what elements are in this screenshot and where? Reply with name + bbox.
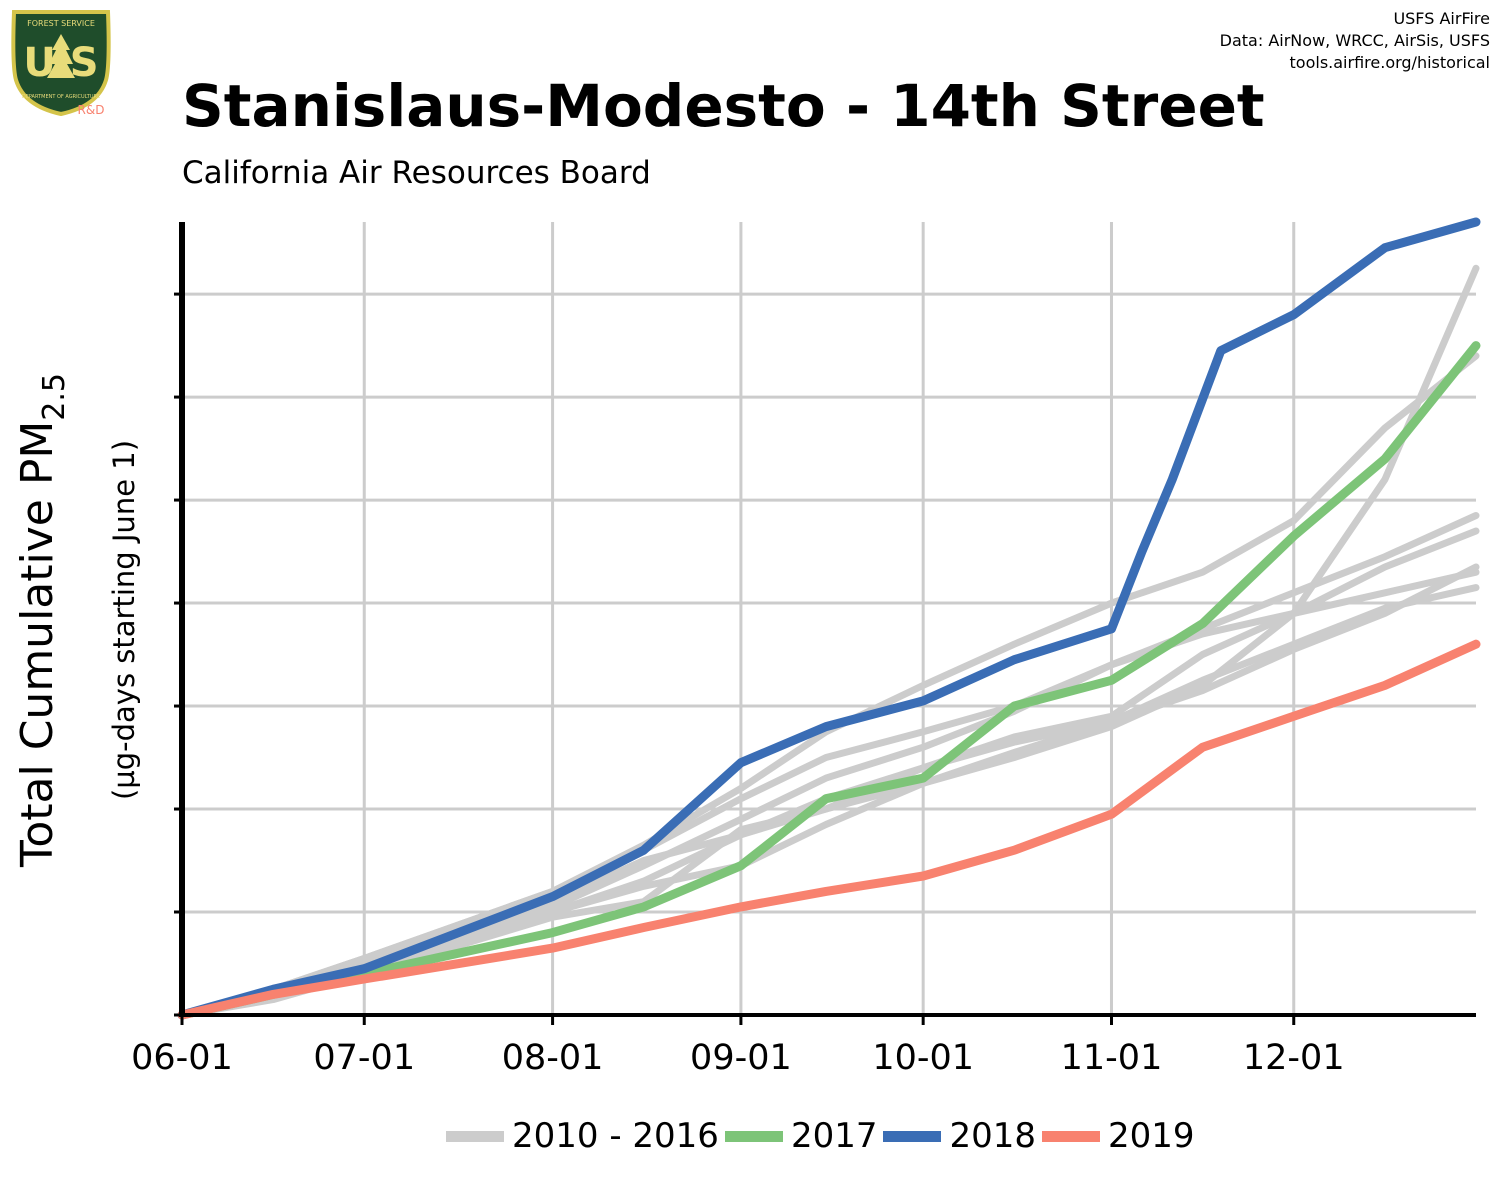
credits: USFS AirFire Data: AirNow, WRCC, AirSis,… [1220,8,1490,74]
x-tick-label: 09-01 [690,1038,792,1078]
series-line-2019 [177,639,1481,1020]
legend-swatch-2017 [724,1130,783,1142]
x-tick-labels: 06-01 07-01 08-01 09-01 10-01 11-01 12-01 [131,1038,1344,1078]
usfs-logo: FOREST SERVICE U S DEPARTMENT OF AGRICUL… [11,10,111,117]
legend-item-historical: 2010 - 2016 [446,1116,719,1156]
grid [182,222,1476,1015]
tree-icon [47,34,75,78]
logo-rd-text: R&D [78,103,105,117]
series-line-historical-5 [178,352,1480,1019]
x-tick-label: 12-01 [1243,1038,1345,1078]
series-line-historical-0 [178,512,1480,1019]
series-line-historical-6 [178,563,1480,1019]
series-line-historical-4 [178,264,1480,1019]
legend-item-2018: 2018 [883,1116,1036,1156]
legend-item-2017: 2017 [724,1116,878,1156]
series-line-2018 [177,217,1481,1020]
legend-item-2019: 2019 [1042,1116,1195,1156]
x-tick-label: 06-01 [131,1038,233,1078]
logo-top-text: FOREST SERVICE [27,19,95,28]
legend-label-historical: 2010 - 2016 [512,1116,719,1156]
chart-subtitle: California Air Resources Board [182,155,651,191]
y-axis-title: Total Cumulative PM2.5 [12,373,72,868]
axes [174,222,1476,1025]
legend-label-2018: 2018 [949,1116,1037,1156]
x-tick-label: 08-01 [502,1038,604,1078]
legend-label-2017: 2017 [790,1116,878,1156]
y-axis-subtitle: (µg-days starting June 1) [107,440,141,800]
x-tick-label: 10-01 [872,1038,974,1078]
series-line-2017 [177,341,1481,1020]
y-axis-label: Total Cumulative PM2.5 (µg-days starting … [12,373,141,868]
series-lines [177,217,1481,1020]
legend-swatch-historical [446,1130,504,1142]
credit-line-1: USFS AirFire [1393,9,1490,28]
credit-line-3: tools.airfire.org/historical [1289,53,1490,72]
x-tick-label: 07-01 [313,1038,415,1078]
legend-swatch-2019 [1042,1130,1101,1142]
logo-bottom-text: DEPARTMENT OF AGRICULTURE [22,94,100,100]
legend: 2010 - 2016 2017 2018 2019 [446,1114,1201,1158]
credit-line-2: Data: AirNow, WRCC, AirSis, USFS [1219,31,1490,50]
x-tick-label: 11-01 [1061,1038,1163,1078]
legend-swatch-2018 [883,1130,942,1142]
chart-title: Stanislaus-Modesto - 14th Street [182,72,1265,140]
legend-label-2019: 2019 [1108,1116,1195,1156]
